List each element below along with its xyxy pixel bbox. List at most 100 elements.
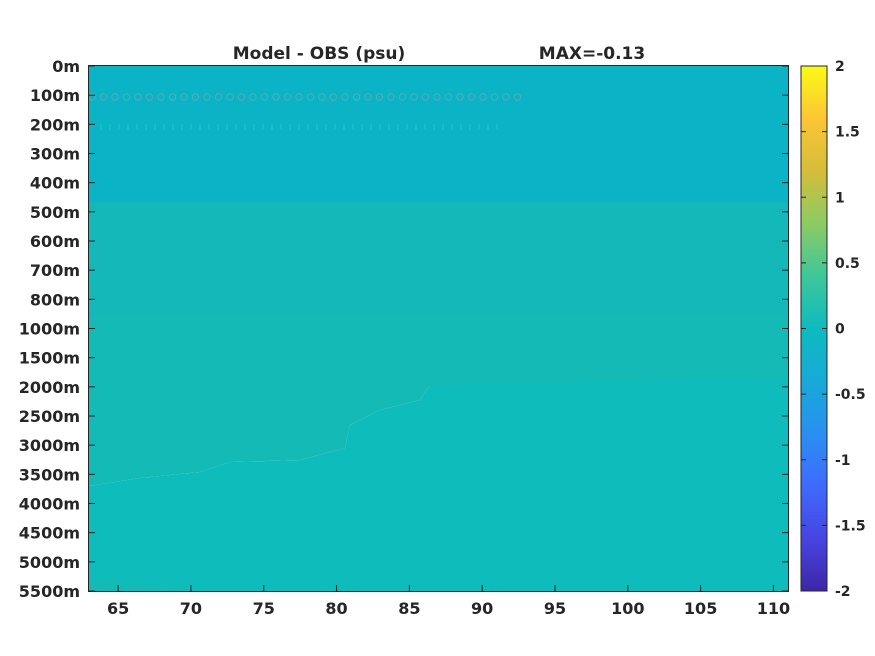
colorbar-tick-label: -1 [835,453,851,469]
speckle-mark [100,124,102,130]
speckle-mark [191,93,200,101]
y-tick-label: 5500m [19,582,80,601]
chart-title-right: MAX=-0.13 [539,44,645,64]
y-tick-label: 700m [30,261,80,280]
speckle-mark [388,124,390,130]
field-mid-band-lower [89,316,788,386]
speckle-mark [318,93,326,101]
y-tick-label: 5000m [19,553,80,572]
speckle-mark [433,124,435,130]
speckle-mark [490,93,499,101]
colorbar-tick-label: 1 [835,190,845,206]
speckle-mark [375,93,384,101]
field-speckle-row [88,93,522,130]
speckle-mark [157,93,165,101]
y-tick-label: 2500m [19,407,80,426]
speckle-mark [190,124,192,130]
speckle-mark [280,124,282,130]
speckle-mark [235,124,237,130]
speckle-mark [163,124,165,130]
speckle-mark [398,93,407,101]
speckle-mark [316,124,318,130]
y-tick-label: 3000m [19,436,80,455]
y-tick-label: 1000m [19,320,80,339]
speckle-mark [109,124,111,130]
x-tick-label: 90 [471,599,493,618]
speckle-mark [217,124,219,130]
speckle-mark [487,124,489,130]
speckle-mark [406,124,408,130]
speckle-mark [361,124,363,130]
colorbar: 2 1.5 1 0.5 0 -0.5 -1 -1.5 -2 [800,59,866,600]
colorbar-tick-label: 0 [835,322,845,338]
field-deep-dark-region [89,378,788,591]
colorbar-tick-label: -0.5 [835,387,866,403]
y-tick-label: 0m [52,57,80,76]
x-tick-label: 70 [180,599,202,618]
speckle-mark [442,124,444,130]
speckle-mark [379,124,381,130]
speckle-mark [122,93,131,101]
x-axis: 65 70 75 80 85 90 95 100 105 110 [107,585,790,618]
plot-axes-frame [88,65,789,592]
speckle-mark [145,93,154,101]
speckle-mark [272,93,280,101]
speckle-mark [387,93,395,101]
speckle-mark [226,124,228,130]
speckle-mark [496,124,498,130]
field-bottom-strip [89,578,200,591]
speckle-mark [111,93,119,101]
y-tick-label: 800m [30,290,80,309]
y-tick-label: 100m [30,86,80,105]
x-tick-label: 110 [757,599,790,618]
speckle-mark [467,93,476,101]
y-tick-label: 4500m [19,524,80,543]
speckle-mark [469,124,471,130]
x-tick-label: 85 [398,599,420,618]
speckle-mark [168,93,177,101]
speckle-mark [352,124,354,130]
speckle-mark [444,93,453,101]
speckle-mark [154,124,156,130]
colorbar-tick-label: -1.5 [835,518,866,534]
y-tick-label: 4000m [19,495,80,514]
speckle-mark [397,124,399,130]
speckle-mark [172,124,174,130]
speckle-mark [237,93,246,101]
heatmap-field [88,66,788,591]
y-tick-label: 400m [30,174,80,193]
colorbar-tick-label: -2 [835,584,851,600]
speckle-mark [478,124,480,130]
speckle-mark [456,93,464,101]
speckle-mark [199,124,201,130]
speckle-mark [352,93,361,101]
y-axis: 0m 100m 200m 300m 400m 500m 600m 700m 800m 1000m 1… [19,57,788,601]
speckle-mark [127,124,129,130]
colorbar-ticks: 2 1.5 1 0.5 0 -0.5 -1 -1.5 -2 [801,59,866,600]
speckle-mark [136,124,138,130]
speckle-mark [479,93,487,101]
speckle-mark [289,124,291,130]
field-mid-band [89,202,788,316]
speckle-mark [145,124,147,130]
y-tick-label: 1500m [19,349,80,368]
field-upper-band [89,66,788,202]
y-tick-label: 600m [30,232,80,251]
speckle-mark [262,124,264,130]
speckle-mark [226,93,234,101]
speckle-mark [134,93,142,101]
speckle-mark [370,124,372,130]
speckle-mark [460,124,462,130]
speckle-mark [208,124,210,130]
x-tick-label: 65 [107,599,129,618]
speckle-mark [244,124,246,130]
speckle-mark [451,124,453,130]
speckle-mark [329,93,338,101]
field-deep-light-region [89,378,788,486]
y-tick-label: 300m [30,145,80,164]
speckle-mark [180,93,188,101]
speckle-mark [433,93,441,101]
speckle-mark [118,124,120,130]
speckle-mark [298,124,300,130]
